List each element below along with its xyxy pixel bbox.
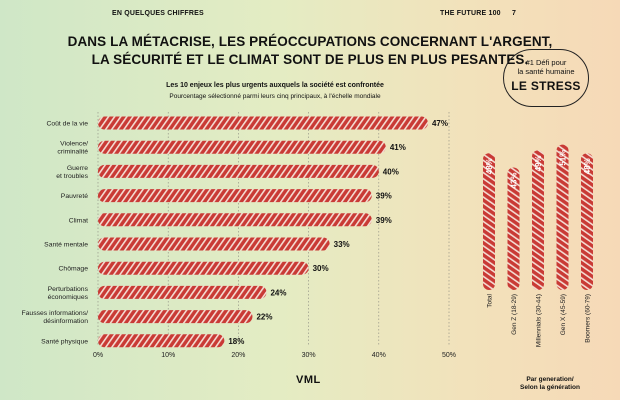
- section-label: EN QUELQUES CHIFFRES: [112, 10, 204, 17]
- badge-line-2: la santé humaine: [517, 67, 575, 76]
- category-label: Climat: [69, 217, 88, 224]
- generation-bar: [507, 167, 520, 290]
- generation-bar: [581, 153, 593, 290]
- bar: [98, 140, 386, 154]
- generation-value-label: 49%: [534, 155, 543, 171]
- category-label: Perturbations économiques: [48, 286, 89, 301]
- report-label: THE FUTURE 100: [440, 10, 501, 17]
- badge-headline: LE STRESS: [511, 79, 581, 93]
- bar: [98, 116, 428, 130]
- category-label: Fausses informations/désinformation: [22, 310, 89, 325]
- chart-title: Les 10 enjeux les plus urgents auxquels …: [166, 82, 384, 89]
- bar: [98, 261, 309, 275]
- category-label: Chômage: [59, 266, 89, 273]
- x-tick-label: 30%: [302, 352, 316, 359]
- value-label: 47%: [432, 119, 448, 128]
- bar: [98, 213, 372, 227]
- bar: [98, 189, 372, 203]
- generation-bar: [532, 150, 544, 290]
- page-headline: DANS LA MÉTACRISE, LES PRÉOCCUPATIONS CO…: [67, 34, 553, 67]
- category-label: Santé mentale: [44, 242, 88, 249]
- x-tick-label: 50%: [442, 352, 456, 359]
- bar: [98, 310, 253, 324]
- category-label: Santé physique: [41, 338, 88, 345]
- chart-subtitle: Pourcentage sélectionné parmi leurs cinq…: [169, 93, 381, 100]
- generation-category-label: Gen X (45-59): [560, 294, 567, 335]
- bar: [98, 285, 267, 299]
- value-label: 39%: [376, 192, 392, 201]
- category-label: Pauvreté: [61, 193, 88, 200]
- generation-value-label: 48%: [583, 158, 592, 174]
- x-tick-label: 40%: [372, 352, 386, 359]
- generation-bar: [556, 144, 569, 290]
- x-tick-label: 0%: [93, 352, 103, 359]
- bar: [98, 164, 379, 178]
- page-number: 7: [512, 10, 517, 17]
- generation-value-label: 43%: [510, 172, 519, 188]
- x-tick-label: 10%: [161, 352, 175, 359]
- bar: [98, 237, 330, 251]
- value-label: 24%: [270, 288, 286, 297]
- generation-value-label: 51%: [559, 150, 568, 166]
- value-label: 39%: [376, 216, 392, 225]
- generation-category-label: Millennials (30-44): [536, 294, 543, 347]
- bar: [98, 334, 225, 348]
- value-label: 40%: [383, 167, 399, 176]
- generation-bar: [483, 153, 495, 290]
- generation-category-label: Total: [487, 293, 494, 307]
- brand-logo: VML: [296, 374, 321, 386]
- value-label: 33%: [334, 240, 350, 249]
- category-label: Violence/criminalité: [57, 141, 88, 156]
- category-label: Coût de la vie: [46, 121, 88, 128]
- generation-caption-line-2: Selon la génération: [520, 384, 580, 391]
- generation-category-label: Gen Z (18-29): [511, 294, 518, 335]
- category-label: Guerre et troubles: [56, 165, 88, 180]
- x-tick-label: 20%: [231, 352, 245, 359]
- value-label: 30%: [313, 264, 329, 273]
- generation-value-label: 48%: [485, 158, 494, 174]
- generation-caption-line-1: Par generation/: [526, 376, 574, 383]
- value-label: 22%: [256, 313, 272, 322]
- value-label: 18%: [228, 337, 244, 346]
- badge-line-1: #1 Défi pour: [525, 58, 567, 67]
- stress-badge: #1 Défi pour la santé humaine LE STRESS: [503, 49, 589, 107]
- generation-caption: Par generation/ Selon la génération: [505, 376, 595, 392]
- generation-category-label: Boomers (60-79): [585, 294, 592, 343]
- value-label: 41%: [390, 143, 406, 152]
